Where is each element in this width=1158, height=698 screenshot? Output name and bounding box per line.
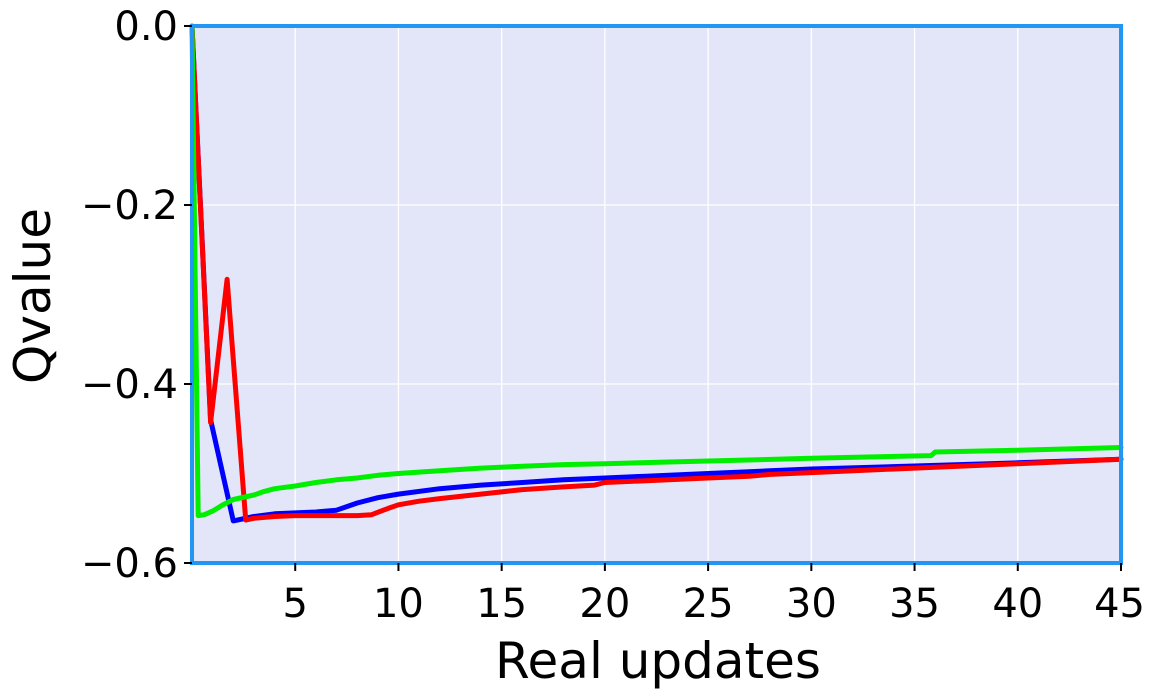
x-tick-label: 10 — [373, 581, 424, 627]
x-tick-label: 30 — [786, 581, 837, 627]
series-layer — [189, 23, 1124, 524]
x-axis-label: Real updates — [495, 632, 821, 690]
y-axis-ticks: 0.0 −0.2 −0.4 −0.6 — [81, 4, 192, 587]
y-tick-label: −0.6 — [81, 541, 178, 587]
y-tick-label: −0.4 — [81, 362, 178, 408]
x-axis-ticks: 5 10 15 20 25 30 35 40 45 — [282, 563, 1145, 627]
x-tick-label: 25 — [683, 581, 734, 627]
x-tick-label: 40 — [992, 581, 1043, 627]
x-tick-label: 45 — [1094, 581, 1145, 627]
y-tick-label: 0.0 — [114, 4, 178, 50]
y-axis-label: Qvalue — [4, 208, 62, 384]
x-tick-label: 5 — [282, 581, 307, 627]
plot-frame — [190, 24, 1123, 565]
series-line-3 — [189, 23, 1124, 519]
x-tick-label: 20 — [579, 581, 630, 627]
series-line-1 — [189, 23, 1124, 524]
y-tick-label: −0.2 — [81, 183, 178, 229]
x-tick-label: 15 — [476, 581, 527, 627]
x-tick-label: 35 — [889, 581, 940, 627]
series-line-2 — [189, 23, 1124, 523]
